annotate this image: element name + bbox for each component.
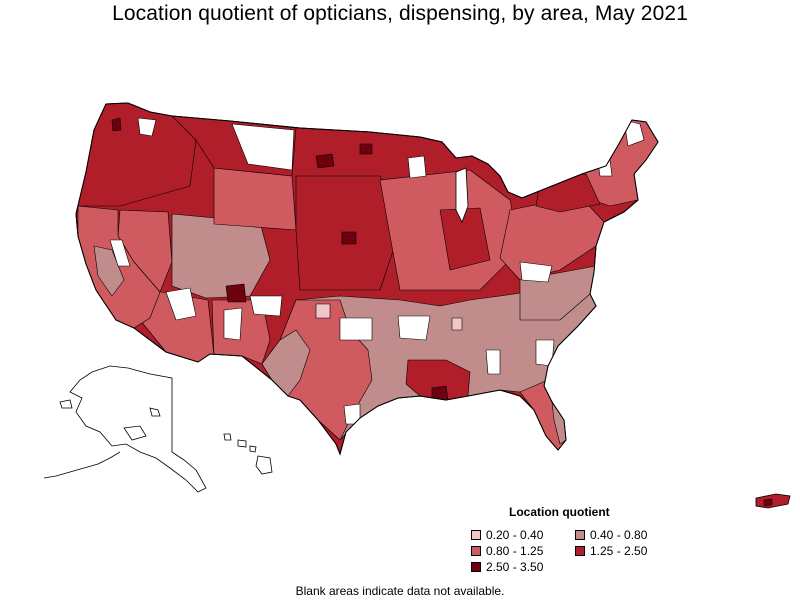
alaska xyxy=(43,365,207,493)
blank-area-tx xyxy=(339,317,373,341)
blank-area-az xyxy=(249,295,283,317)
area-dark-5 xyxy=(111,117,122,132)
region-california-central xyxy=(93,245,125,297)
area-dark-3 xyxy=(341,231,357,245)
legend-label: 0.20 - 0.40 xyxy=(486,528,544,542)
legend-swatch xyxy=(471,562,481,572)
blank-area-wa xyxy=(137,117,157,137)
blank-area-ga xyxy=(535,339,555,367)
area-dark-1 xyxy=(315,153,335,169)
blank-area-nm-2 xyxy=(223,307,243,341)
area-light-2 xyxy=(451,317,463,331)
blank-area-ar xyxy=(397,315,431,341)
blank-area-ky xyxy=(519,261,553,283)
contiguous-us xyxy=(75,102,659,456)
legend-label: 1.25 - 2.50 xyxy=(590,544,648,558)
conus-outline xyxy=(75,102,659,456)
footnote: Blank areas indicate data not available. xyxy=(295,584,505,598)
puerto-rico xyxy=(755,493,791,509)
legend-label: 0.80 - 1.25 xyxy=(486,544,544,558)
puerto-rico-dark xyxy=(763,498,773,507)
legend-label: 0.40 - 0.80 xyxy=(590,528,648,542)
hawaii xyxy=(223,433,273,475)
region-montana-blank xyxy=(231,123,295,171)
legend-swatch xyxy=(471,546,481,556)
map-title: Location quotient of opticians, dispensi… xyxy=(112,2,688,25)
blank-area-nv xyxy=(109,239,131,267)
legend-swatch xyxy=(575,530,585,540)
area-dark-2 xyxy=(225,283,247,303)
area-light-1 xyxy=(315,303,331,319)
blank-area-ms xyxy=(485,349,501,375)
lake-michigan xyxy=(455,167,469,223)
area-dark-6 xyxy=(359,143,373,155)
legend-swatch xyxy=(575,546,585,556)
legend-label: 2.50 - 3.50 xyxy=(486,560,544,574)
legend-swatch xyxy=(471,530,481,540)
legend-title: Location quotient xyxy=(509,505,610,519)
region-wyoming xyxy=(213,167,297,231)
blank-area-nm xyxy=(165,287,197,321)
blank-area-wi xyxy=(407,155,427,179)
